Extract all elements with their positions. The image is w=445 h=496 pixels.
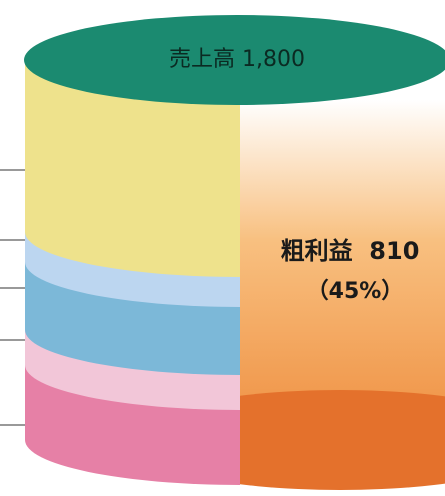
right-label: 粗利益 810 (281, 237, 420, 265)
top-label: 売上高 1,800 (169, 47, 305, 72)
left-bands (25, 60, 240, 485)
leader-lines (0, 170, 25, 425)
cylinder-diagram: 売上高 1,800 粗利益 810 （45%） (0, 0, 445, 496)
right-sublabel: （45%） (307, 279, 404, 304)
page: 売上高 1,800 粗利益 810 （45%） (() => { const d… (0, 0, 445, 496)
